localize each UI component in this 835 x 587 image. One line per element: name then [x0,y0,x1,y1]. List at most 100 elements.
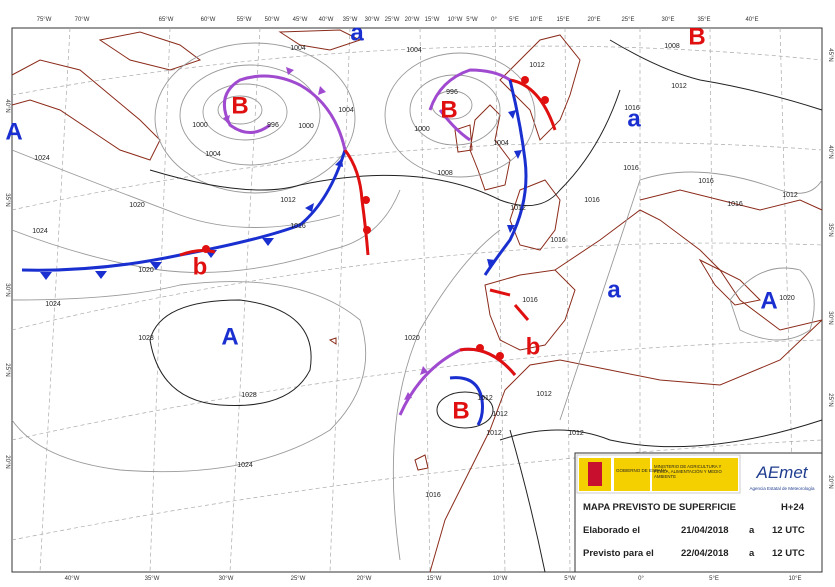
pressure-center: b [193,253,208,280]
isobar-label: 1004 [338,107,354,114]
isobar-label: 1028 [241,392,257,399]
right-axis-label: 40°N [827,145,833,158]
top-axis-label: 65°W [159,17,174,23]
top-axis-label: 20°W [405,17,420,23]
bottom-axis-label: 5°W [564,576,576,582]
top-axis-label: 0° [491,17,497,23]
isobar-label: 1012 [280,197,296,204]
left-axis-label: 25°N [4,363,10,376]
bottom-axis-label: 35°W [145,576,160,582]
pressure-center: A [5,118,22,145]
valid-at: a [749,548,755,559]
top-axis: 75°W 70°W 65°W 60°W 55°W 50°W 45°W 40°W 35°W 30°W… [37,17,759,23]
pressure-center: B [440,96,457,123]
isobar-label: 1012 [529,62,545,69]
top-axis-label: 40°W [319,17,334,23]
isobar-label: 1004 [290,45,306,52]
ministry-text: MINISTERIO DE AGRICULTURA Y PESCA, ALIME… [654,464,722,479]
pressure-center: B [688,23,705,50]
isobar-labels: 1004 1004 1012 996 1000 996 1000 1004 1004 1008 10… [32,43,798,499]
bottom-axis-label: 20°W [357,576,372,582]
left-axis-label: 20°N [4,455,10,468]
isobar-label: 1016 [550,237,566,244]
isobar-label: 1024 [45,301,61,308]
left-axis-label: 30°N [4,283,10,296]
isobars [11,39,823,573]
isobar-label: 1012 [782,192,798,199]
pressure-center: a [350,19,364,46]
top-axis-label: 50°W [265,17,280,23]
top-axis-label: 15°E [556,17,569,23]
top-axis-label: 40°E [745,17,758,23]
isobar-label: 1020 [404,335,420,342]
valid-label: Previsto para el [583,548,654,559]
isobar-label: 1000 [298,123,314,130]
top-axis-label: 25°E [621,17,634,23]
bottom-axis-label: 30°W [219,576,234,582]
isobar-label: 1004 [205,151,221,158]
top-axis-label: 5°E [509,17,519,23]
issued-time: 12 UTC [772,525,805,536]
bottom-axis-label: 40°W [65,576,80,582]
isobar-label: 1024 [34,155,50,162]
isobar-label: 996 [446,89,458,96]
right-axis-label: 35°N [827,223,833,236]
bottom-axis-label: 5°E [709,576,719,582]
right-axis-label: 45°N [827,48,833,61]
legend-title: MAPA PREVISTO DE SUPERFICIE [583,502,736,513]
isobar-label: 1012 [492,411,508,418]
graticule [11,27,823,573]
bottom-axis-label: 10°W [493,576,508,582]
pressure-center: A [221,323,238,350]
agency-name: Agencia Estatal de Meteorología [749,486,815,491]
isobar-label: 1016 [727,201,743,208]
left-axis-label: 35°N [4,193,10,206]
coastlines [11,29,823,573]
top-axis-label: 30°E [661,17,674,23]
bottom-axis-label: 10°E [788,576,801,582]
issued-date: 21/04/2018 [681,525,729,536]
isobar-label: 1016 [698,178,714,185]
legend-box: GOBIERNO DE ESPAÑA MINISTERIO DE AGRICUL… [574,452,823,573]
right-axis-label: 30°N [827,311,833,324]
agency-logo: AEmet [755,463,808,482]
top-axis-label: 30°W [365,17,380,23]
top-axis-label: 25°W [385,17,400,23]
isobar-label: 1008 [664,43,680,50]
pressure-centers: B B B Bb b A A Aa a a [5,19,777,424]
valid-time: 12 UTC [772,548,805,559]
isobar-label: 1012 [568,430,584,437]
isobar-label: 1012 [510,205,526,212]
top-axis-label: 35°E [697,17,710,23]
issued-at: a [749,525,755,536]
isobar-label: 1000 [192,122,208,129]
fronts [21,67,557,426]
pressure-center: b [526,333,541,360]
isobar-label: 1020 [138,267,154,274]
isobar-label: 996 [267,122,279,129]
right-axis: 45°N 40°N 35°N 30°N 25°N 20°N [827,48,833,488]
pressure-center: a [627,105,641,132]
isobar-label: 1012 [477,395,493,402]
lead-time: H+24 [781,502,805,513]
bottom-axis-label: 0° [638,576,644,582]
right-axis-label: 20°N [827,475,833,488]
isobar-label: 1028 [138,335,154,342]
government-band [614,458,650,491]
pressure-center: B [231,92,248,119]
isobar-label: 1024 [237,462,253,469]
isobar-label: 1012 [671,83,687,90]
top-axis-label: 20°E [587,17,600,23]
left-axis-label: 40°N [4,99,10,112]
bottom-axis: 40°W 35°W 30°W 25°W 20°W 15°W 10°W 5°W 0° 5°E 10°E [65,576,802,582]
isobar-label: 1004 [493,140,509,147]
ministry-band [652,458,738,491]
top-axis-label: 55°W [237,17,252,23]
isobar-label: 1016 [290,223,306,230]
bottom-axis-label: 25°W [291,576,306,582]
valid-date: 22/04/2018 [681,548,729,559]
left-axis: 40°N 35°N 30°N 25°N 20°N [4,99,10,468]
pressure-center: B [452,397,469,424]
isobar-label: 1024 [32,228,48,235]
